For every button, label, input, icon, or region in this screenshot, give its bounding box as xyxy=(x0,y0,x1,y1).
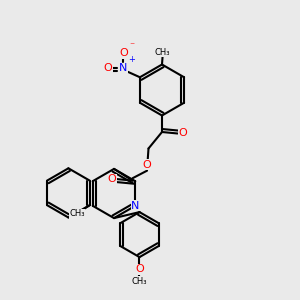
Text: O: O xyxy=(119,48,128,58)
Text: +: + xyxy=(128,55,135,64)
Text: N: N xyxy=(119,63,128,73)
Text: CH₃: CH₃ xyxy=(69,209,85,218)
Text: CH₃: CH₃ xyxy=(132,277,147,286)
Text: O: O xyxy=(135,264,144,274)
Text: N: N xyxy=(131,201,140,211)
Text: O: O xyxy=(103,63,112,73)
Text: O: O xyxy=(178,128,188,139)
Text: CH₃: CH₃ xyxy=(155,48,170,57)
Text: O: O xyxy=(107,174,116,184)
Text: ⁻: ⁻ xyxy=(129,41,134,51)
Text: O: O xyxy=(142,160,152,170)
